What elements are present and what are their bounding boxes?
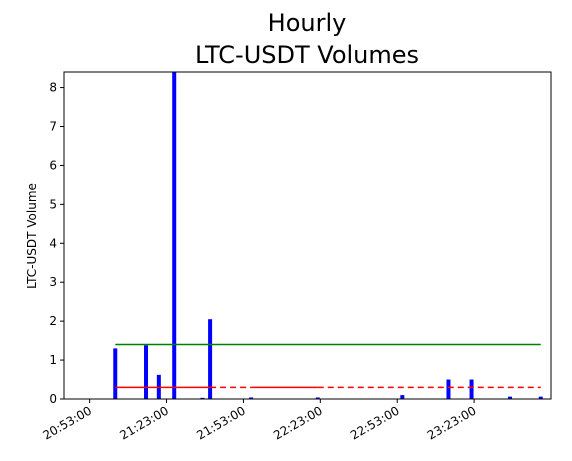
y-axis-label: LTC-USDT Volume	[25, 183, 39, 289]
bar	[200, 397, 205, 399]
bar	[507, 396, 512, 399]
y-tick-label: 5	[49, 197, 57, 211]
bar	[400, 395, 405, 399]
x-tick-label: 21:23:00	[117, 403, 171, 442]
bar	[172, 72, 177, 399]
x-tick-label: 22:23:00	[271, 403, 325, 442]
x-tick-label: 21:53:00	[194, 403, 248, 442]
y-tick-label: 4	[49, 236, 57, 250]
y-tick-label: 8	[49, 81, 57, 95]
bar	[144, 345, 149, 399]
y-tick-label: 0	[49, 392, 57, 406]
x-tick-label: 23:23:00	[425, 403, 479, 442]
bar	[469, 379, 474, 399]
bar	[249, 397, 254, 399]
chart-title-line-1: Hourly	[268, 9, 347, 37]
bar	[315, 397, 320, 399]
plot-frame	[63, 71, 552, 400]
bar	[113, 348, 118, 399]
y-tick-label: 2	[49, 314, 57, 328]
bar	[446, 379, 451, 399]
x-tick-label: 20:53:00	[40, 403, 94, 442]
y-tick-label: 3	[49, 275, 57, 289]
y-tick-label: 7	[49, 120, 57, 134]
plot-area: 0 1 2 3 4 5 6 7 8 20:53:00 21:23:00 21:53:00 22:23:0…	[40, 72, 543, 443]
bar	[208, 319, 213, 399]
x-tick-label: 22:53:00	[348, 403, 402, 442]
y-tick-label: 6	[49, 158, 57, 172]
bar	[538, 396, 543, 399]
chart-title-line-2: LTC-USDT Volumes	[195, 41, 419, 69]
y-tick-label: 1	[49, 353, 57, 367]
